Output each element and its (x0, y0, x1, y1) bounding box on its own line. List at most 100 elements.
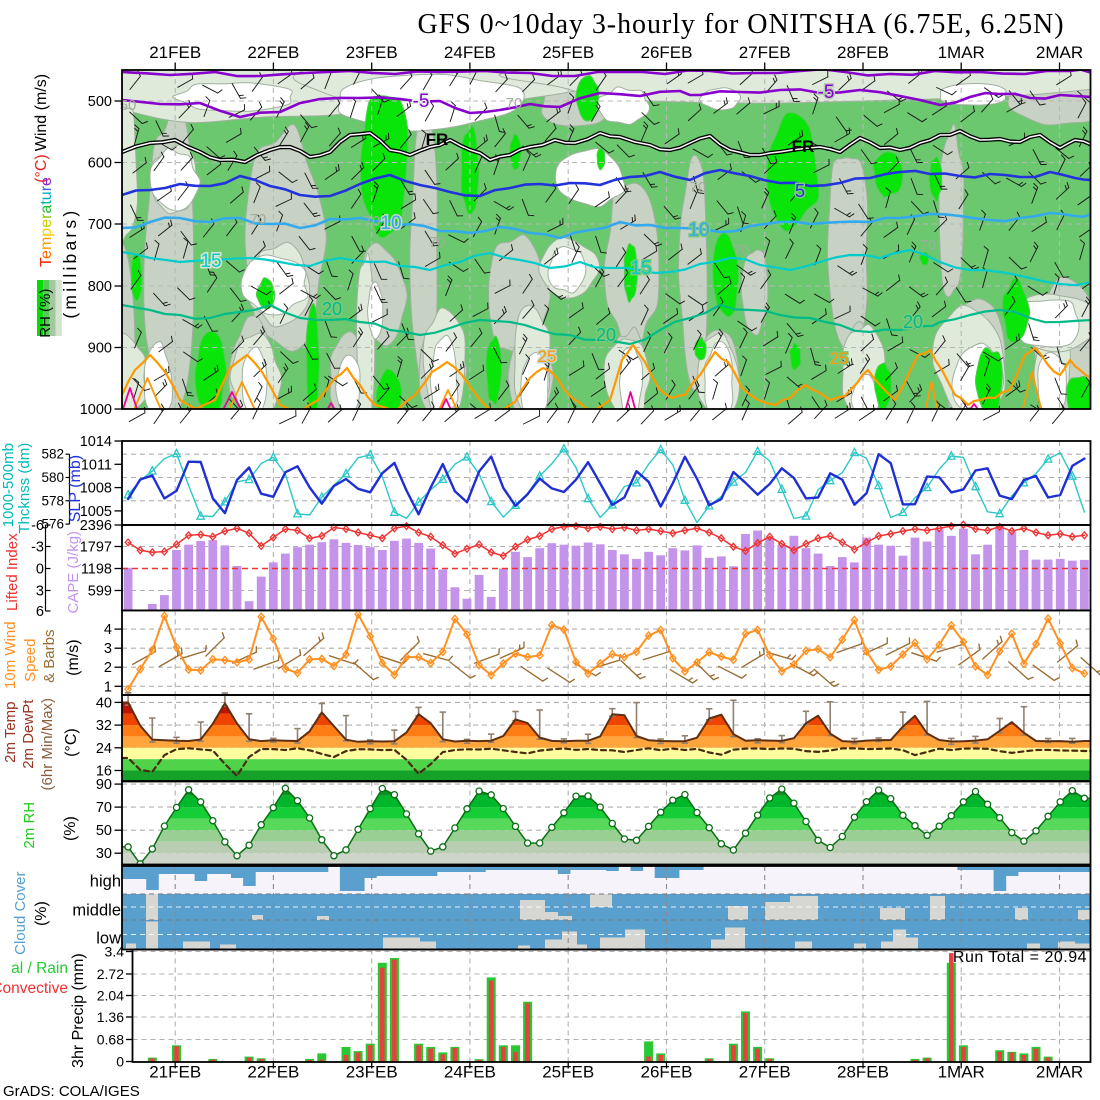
svg-text:1: 1 (104, 679, 112, 695)
svg-text:1MAR: 1MAR (938, 1063, 985, 1082)
svg-text:70: 70 (690, 179, 707, 196)
svg-text:22FEB: 22FEB (247, 43, 299, 62)
svg-text:(%): (%) (62, 816, 79, 841)
svg-text:90: 90 (96, 777, 112, 793)
svg-text:Thcknss (dm): Thcknss (dm) (16, 443, 33, 534)
svg-text:-5: -5 (818, 82, 835, 103)
svg-text:1014: 1014 (80, 434, 112, 450)
svg-text:10: 10 (380, 213, 401, 234)
svg-text:4: 4 (104, 622, 112, 638)
svg-text:30: 30 (96, 846, 112, 862)
svg-text:40: 40 (96, 695, 112, 711)
svg-text:5: 5 (795, 181, 805, 201)
svg-text:20: 20 (322, 299, 342, 319)
svg-text:576: 576 (41, 517, 64, 532)
svg-text:21FEB: 21FEB (149, 1063, 201, 1082)
svg-text:1008: 1008 (80, 481, 112, 497)
svg-text:2396: 2396 (80, 518, 112, 534)
svg-text:700: 700 (88, 217, 112, 233)
svg-text:SLP (mb): SLP (mb) (67, 455, 84, 522)
svg-text:2m DewPt: 2m DewPt (20, 699, 37, 769)
svg-text:3hr Precip (mm): 3hr Precip (mm) (70, 953, 87, 1068)
svg-text:0: 0 (116, 1054, 124, 1070)
svg-text:-5: -5 (413, 91, 430, 112)
svg-text:Temperature: Temperature (38, 177, 55, 267)
svg-text:70: 70 (429, 234, 446, 251)
svg-text:(millibars): (millibars) (60, 208, 80, 319)
svg-text:70: 70 (920, 237, 937, 254)
svg-text:1.36: 1.36 (97, 1009, 124, 1025)
svg-text:10m Wind: 10m Wind (2, 621, 19, 689)
svg-text:1011: 1011 (81, 457, 112, 473)
svg-text:GFS 0~10day 3-hourly for ONITS: GFS 0~10day 3-hourly for ONITSHA (6.75E,… (418, 9, 1065, 40)
svg-text:15: 15 (630, 258, 651, 279)
svg-text:70: 70 (506, 95, 523, 112)
svg-text:Cloud Cover: Cloud Cover (12, 872, 29, 955)
svg-text:1198: 1198 (81, 562, 112, 578)
svg-text:24FEB: 24FEB (444, 43, 496, 62)
svg-text:20: 20 (596, 325, 616, 345)
svg-text:0.68: 0.68 (97, 1032, 124, 1048)
svg-text:26FEB: 26FEB (641, 1063, 693, 1082)
svg-text:26FEB: 26FEB (641, 43, 693, 62)
svg-text:800: 800 (88, 279, 112, 295)
svg-text:3: 3 (36, 584, 44, 600)
svg-text:Lifted Index: Lifted Index (4, 533, 21, 611)
svg-text:580: 580 (41, 470, 64, 485)
svg-text:2.04: 2.04 (97, 988, 124, 1004)
svg-text:25FEB: 25FEB (542, 1063, 594, 1082)
svg-text:-3: -3 (31, 540, 44, 556)
svg-text:23FEB: 23FEB (346, 1063, 398, 1082)
svg-text:2MAR: 2MAR (1036, 43, 1083, 62)
svg-text:(%): (%) (33, 901, 50, 926)
svg-text:70: 70 (364, 213, 381, 230)
svg-text:3: 3 (104, 641, 112, 657)
svg-text:578: 578 (41, 493, 64, 508)
svg-text:1000: 1000 (80, 402, 112, 418)
svg-text:2m Temp: 2m Temp (2, 701, 19, 762)
svg-text:RH (%): RH (%) (37, 289, 54, 338)
svg-text:21FEB: 21FEB (149, 43, 201, 62)
svg-text:24: 24 (96, 741, 112, 757)
svg-text:& Barbs: & Barbs (41, 630, 58, 683)
svg-text:6: 6 (36, 604, 44, 620)
svg-text:23FEB: 23FEB (346, 43, 398, 62)
svg-text:middle: middle (72, 902, 121, 920)
svg-text:70: 70 (96, 800, 112, 816)
svg-text:900: 900 (88, 341, 112, 357)
svg-text:GrADS: COLA/IGES: GrADS: COLA/IGES (3, 1083, 140, 1100)
svg-text:0: 0 (36, 562, 44, 578)
svg-text:27FEB: 27FEB (739, 43, 791, 62)
svg-text:27FEB: 27FEB (739, 1063, 791, 1082)
svg-text:16: 16 (96, 764, 112, 780)
svg-text:(°C): (°C) (33, 154, 50, 183)
svg-text:599: 599 (88, 584, 112, 600)
svg-text:Speed: Speed (22, 639, 39, 682)
svg-text:Run Total = 20.94: Run Total = 20.94 (953, 949, 1087, 966)
svg-text:FR: FR (792, 137, 815, 156)
svg-text:25: 25 (538, 347, 557, 366)
svg-text:3.4: 3.4 (105, 944, 125, 960)
svg-text:50: 50 (96, 823, 112, 839)
svg-text:24FEB: 24FEB (444, 1063, 496, 1082)
svg-text:CAPE (J/kg): CAPE (J/kg) (65, 531, 82, 614)
svg-text:2.72: 2.72 (97, 966, 124, 982)
svg-text:70: 70 (250, 211, 267, 228)
svg-text:(°C): (°C) (63, 728, 80, 757)
svg-text:Wind (m/s): Wind (m/s) (33, 74, 50, 151)
svg-text:25: 25 (830, 349, 849, 368)
svg-text:2: 2 (104, 660, 112, 676)
svg-text:10: 10 (688, 220, 709, 241)
svg-text:FR: FR (426, 130, 449, 149)
svg-text:32: 32 (96, 718, 112, 734)
svg-text:15: 15 (200, 251, 221, 272)
svg-text:high: high (90, 873, 121, 891)
svg-text:20: 20 (903, 312, 923, 332)
svg-text:1797: 1797 (80, 540, 112, 556)
svg-text:1MAR: 1MAR (938, 43, 985, 62)
svg-text:-6: -6 (31, 518, 44, 534)
svg-text:low: low (96, 930, 121, 948)
svg-text:25FEB: 25FEB (542, 43, 594, 62)
svg-text:70: 70 (733, 242, 750, 259)
svg-text:2m RH: 2m RH (21, 802, 38, 849)
